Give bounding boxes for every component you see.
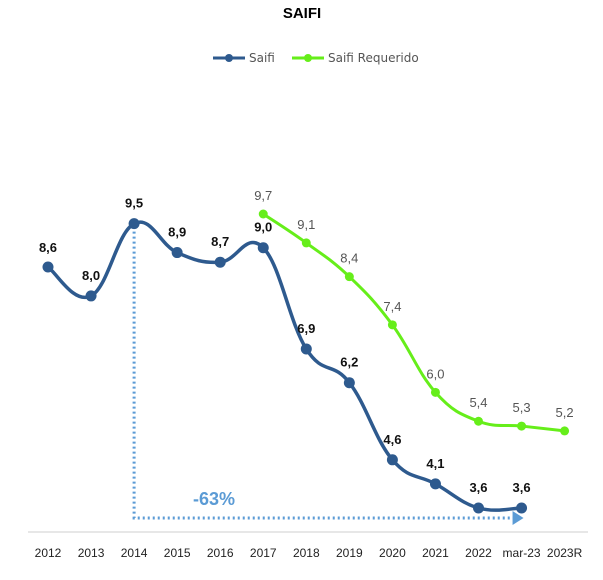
legend-marker-2 <box>304 54 312 62</box>
point-saifi-requerido-2018 <box>301 238 311 248</box>
reduction-annotation: -63% <box>132 231 524 525</box>
point-saifi-2015 <box>171 247 183 259</box>
legend-label-2: Saifi Requerido <box>328 51 419 65</box>
label-saifi-2021: 4,1 <box>426 456 444 471</box>
label-saifi-requerido-2017: 9,7 <box>254 188 272 203</box>
point-saifi-2021 <box>429 478 441 490</box>
point-saifi-2019 <box>343 377 355 389</box>
x-tick-2021: 2021 <box>422 546 449 560</box>
label-saifi-2014: 9,5 <box>125 196 143 211</box>
x-tick-2022: 2022 <box>465 546 492 560</box>
label-saifi-requerido-2022: 5,4 <box>469 395 487 410</box>
legend-label-1: Saifi <box>249 51 275 65</box>
x-tick-2019: 2019 <box>336 546 363 560</box>
label-saifi-2013: 8,0 <box>82 268 100 283</box>
point-saifi-mar-23 <box>516 502 528 514</box>
series-line-saifi-requerido <box>261 212 567 433</box>
point-saifi-2012 <box>42 261 54 273</box>
legend: Saifi Saifi Requerido <box>213 51 419 65</box>
point-saifi-requerido-2022 <box>474 416 483 426</box>
point-saifi-2014 <box>128 218 140 230</box>
point-saifi-2013 <box>85 290 97 302</box>
reduction-arrowhead <box>512 511 524 525</box>
x-tick-2015: 2015 <box>164 546 191 560</box>
series-layer <box>42 209 570 514</box>
point-saifi-requerido-2023R <box>560 426 570 436</box>
x-tick-2020: 2020 <box>379 546 406 560</box>
point-saifi-requerido-mar-23 <box>517 421 527 431</box>
x-axis-ticks: 2012 2013 2014 2015 2016 2017 2018 2019 2020 2021… <box>35 546 583 560</box>
x-tick-2018: 2018 <box>293 546 320 560</box>
x-tick-2023R: 2023R <box>547 546 583 560</box>
label-saifi-2019: 6,2 <box>340 355 358 370</box>
label-saifi-requerido-2023R: 5,2 <box>556 405 574 420</box>
legend-marker-1 <box>225 54 233 62</box>
label-saifi-requerido-2021: 6,0 <box>426 366 444 381</box>
point-saifi-2022 <box>473 502 484 514</box>
x-tick-2017: 2017 <box>250 546 277 560</box>
label-saifi-2022: 3,6 <box>469 480 487 495</box>
label-saifi-2017: 9,0 <box>254 220 272 235</box>
reduction-label: -63% <box>193 489 235 509</box>
label-saifi-2020: 4,6 <box>383 432 401 447</box>
point-saifi-2020 <box>386 454 398 466</box>
point-saifi-requerido-2019 <box>344 272 354 282</box>
reduction-dotted-line <box>132 231 514 520</box>
point-saifi-2018 <box>300 343 312 355</box>
label-saifi-requerido-2019: 8,4 <box>340 251 358 266</box>
point-saifi-2017 <box>257 242 269 254</box>
series-line-saifi <box>46 220 524 512</box>
point-saifi-requerido-2021 <box>430 387 440 397</box>
label-saifi-2018: 6,9 <box>297 321 315 336</box>
chart-title: SAIFI <box>283 5 321 22</box>
point-saifi-2016 <box>214 256 226 268</box>
x-tick-2013: 2013 <box>78 546 105 560</box>
x-tick-mar-23: mar-23 <box>503 546 541 560</box>
label-saifi-requerido-2018: 9,1 <box>297 217 315 232</box>
x-tick-2016: 2016 <box>207 546 234 560</box>
point-saifi-requerido-2020 <box>387 320 397 330</box>
label-saifi-2016: 8,7 <box>211 234 229 249</box>
data-labels: 8,6 8,0 9,5 8,9 8,7 9,0 6,9 6,2 4,6 4,1 3,6 3,6 9,7 9… <box>39 188 574 495</box>
label-saifi-mar-23: 3,6 <box>513 480 531 495</box>
point-saifi-requerido-2017 <box>258 209 268 219</box>
label-saifi-requerido-mar-23: 5,3 <box>513 400 531 415</box>
label-saifi-2012: 8,6 <box>39 240 57 255</box>
x-tick-2014: 2014 <box>121 546 148 560</box>
label-saifi-requerido-2020: 7,4 <box>383 299 401 314</box>
x-tick-2012: 2012 <box>35 546 62 560</box>
label-saifi-2015: 8,9 <box>168 225 186 240</box>
